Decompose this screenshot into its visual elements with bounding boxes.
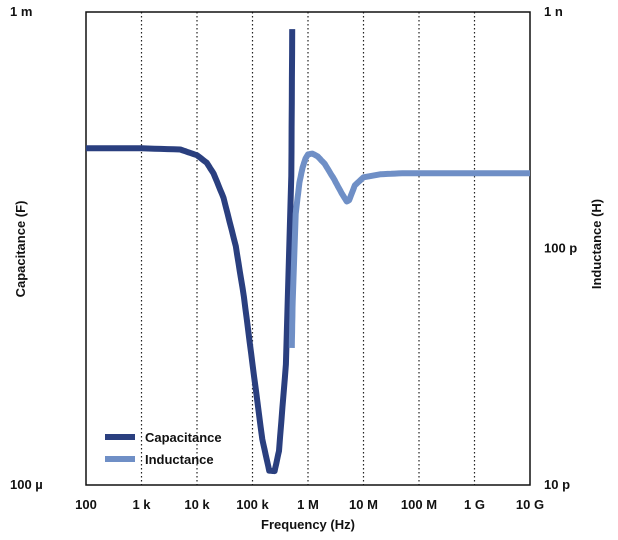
x-tick-labels: 100 1 k 10 k 100 k 1 M 10 M 100 M 1 G 10 G (75, 497, 544, 512)
y-right-tick-label: 100 p (544, 241, 577, 256)
series-line-capacitance (86, 29, 296, 475)
x-tick-label: 100 M (401, 497, 437, 512)
grid-lines (140, 12, 476, 485)
x-tick-label: 1 G (464, 497, 485, 512)
y-right-axis-title: Inductance (H) (589, 199, 604, 289)
x-tick-label: 100 (75, 497, 97, 512)
legend: Capacitance Inductance (105, 430, 222, 467)
x-tick-label: 1 M (297, 497, 319, 512)
x-tick-label: 1 k (132, 497, 151, 512)
x-axis-title: Frequency (Hz) (261, 517, 355, 532)
y-left-tick-label: 100 µ (10, 477, 43, 492)
y-right-tick-label: 1 n (544, 4, 563, 19)
legend-label-inductance: Inductance (145, 452, 214, 467)
x-tick-label: 10 M (349, 497, 378, 512)
x-tick-label: 10 G (516, 497, 544, 512)
y-left-axis-title: Capacitance (F) (13, 201, 28, 298)
legend-label-capacitance: Capacitance (145, 430, 222, 445)
y-left-tick-labels: 100 µ 1 m (10, 4, 43, 492)
series-line-inductance (288, 150, 530, 348)
series-lines (86, 29, 530, 475)
y-left-tick-label: 1 m (10, 4, 32, 19)
y-right-tick-labels: 10 p 100 p 1 n (544, 4, 577, 492)
x-tick-label: 10 k (184, 497, 210, 512)
plot-frame (85, 11, 531, 486)
x-tick-label: 100 k (236, 497, 269, 512)
y-right-tick-label: 10 p (544, 477, 570, 492)
